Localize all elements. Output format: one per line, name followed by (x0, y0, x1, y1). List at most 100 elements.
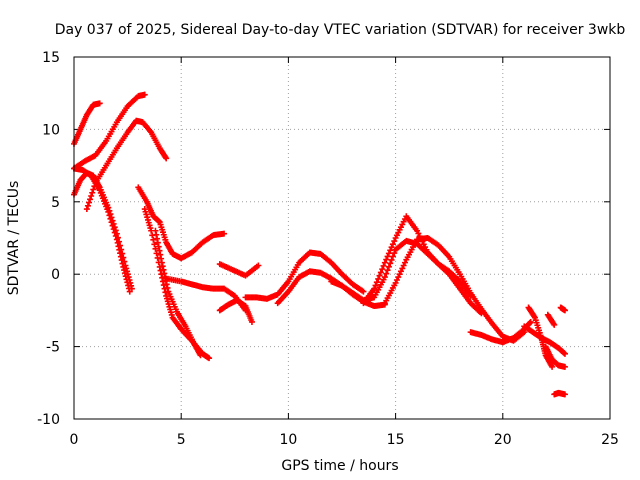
data-point (153, 231, 160, 238)
series-arc-19 (525, 304, 556, 370)
data-point (118, 257, 125, 264)
data-point (379, 266, 386, 273)
data-point (90, 186, 97, 193)
data-point (150, 236, 157, 243)
data-point (360, 288, 367, 295)
series-arc-6 (135, 184, 228, 262)
data-point (123, 276, 130, 283)
data-point (383, 256, 390, 263)
data-point (384, 267, 391, 274)
data-point (116, 246, 123, 253)
data-point (115, 243, 122, 250)
series-arc-12 (242, 249, 367, 302)
y-tick-label: 15 (42, 50, 60, 66)
data-point (381, 274, 388, 281)
data-point (117, 253, 124, 260)
data-point (125, 285, 132, 292)
data-point (125, 282, 132, 289)
data-point (561, 363, 568, 370)
series-arc-3 (83, 117, 170, 213)
data-point (164, 284, 171, 291)
data-point (87, 196, 94, 203)
data-point (154, 235, 161, 242)
data-point (387, 260, 394, 267)
data-point (157, 251, 164, 258)
data-point (163, 155, 170, 162)
data-point (126, 288, 133, 295)
data-point (120, 263, 127, 270)
data-point (388, 256, 395, 263)
data-point (375, 275, 382, 282)
data-point (110, 226, 117, 233)
series-arc-15 (360, 213, 474, 307)
series-arc-8 (152, 227, 204, 359)
data-point (156, 247, 163, 254)
series-arc-11 (216, 261, 262, 279)
data-point (106, 212, 113, 219)
data-point (124, 279, 131, 286)
data-point (384, 253, 391, 260)
data-point (526, 319, 533, 326)
data-point (206, 355, 213, 362)
data-point (112, 233, 119, 240)
x-tick-label: 20 (494, 432, 512, 448)
series-arc-10 (216, 297, 255, 325)
series-arc-14 (328, 237, 485, 317)
y-tick-label: 0 (51, 267, 60, 283)
data-point (121, 267, 128, 274)
data-point (141, 91, 148, 98)
data-point (551, 321, 558, 328)
series-arc-22 (557, 304, 568, 314)
data-point (154, 239, 161, 246)
data-point (561, 307, 568, 314)
data-point (561, 350, 568, 357)
data-point (109, 222, 116, 229)
y-tick-label: -5 (46, 340, 60, 356)
chart-title: Day 037 of 2025, Sidereal Day-to-day VTE… (55, 22, 626, 38)
data-point (373, 279, 380, 286)
data-point (158, 255, 165, 262)
data-point (108, 219, 115, 226)
y-tick-label: 5 (51, 195, 60, 211)
x-tick-label: 25 (601, 432, 619, 448)
data-point (389, 241, 396, 248)
data-point (121, 270, 128, 277)
data-point (96, 100, 103, 107)
data-point (114, 239, 121, 246)
data-point (105, 208, 112, 215)
data-point (159, 263, 166, 270)
data-point (385, 263, 392, 270)
data-point (527, 318, 534, 325)
series-arc-20 (542, 343, 568, 370)
data-points (71, 91, 568, 398)
data-point (391, 250, 398, 257)
data-point (152, 227, 159, 234)
data-point (377, 269, 384, 276)
data-point (383, 270, 390, 277)
data-point (221, 230, 228, 237)
y-tick-label: 10 (42, 122, 60, 138)
data-point (122, 273, 129, 280)
data-point (160, 266, 167, 273)
series-arc-2 (71, 91, 148, 172)
data-point (561, 391, 568, 398)
axis-ticks: 0 5 10 15 20 25 -10 -5 0 5 10 15 (37, 50, 619, 448)
y-tick-label: -10 (37, 412, 60, 428)
data-point (113, 236, 120, 243)
x-tick-label: 15 (387, 432, 405, 448)
data-point (371, 285, 378, 292)
data-point (391, 238, 398, 245)
data-point (380, 262, 387, 269)
x-tick-label: 0 (70, 432, 79, 448)
x-tick-label: 5 (177, 432, 186, 448)
series-arc-5 (71, 165, 133, 295)
data-point (119, 260, 126, 267)
data-point (158, 259, 165, 266)
data-point (163, 281, 170, 288)
y-axis-label: SDTVAR / TECUs (6, 181, 22, 296)
x-axis-label: GPS time / hours (281, 458, 398, 474)
data-point (255, 262, 262, 269)
data-point (385, 250, 392, 257)
data-point (155, 243, 162, 250)
data-point (84, 202, 91, 209)
